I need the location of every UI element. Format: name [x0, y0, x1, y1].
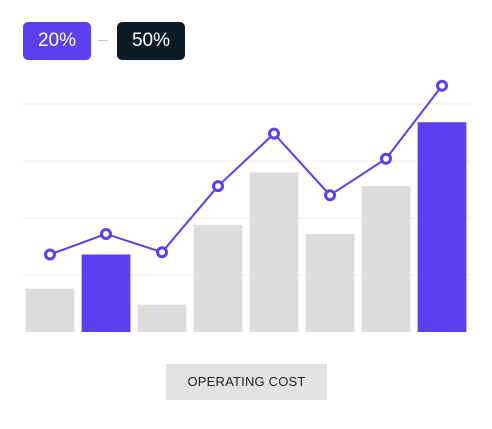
bar-1	[81, 254, 131, 332]
trend-line	[49, 85, 443, 256]
trend-point-2	[156, 246, 168, 259]
bars	[25, 122, 467, 333]
bar-7	[417, 122, 467, 333]
bar-3	[193, 224, 243, 332]
chart-caption[interactable]: OPERATING COST	[166, 364, 327, 400]
trend-point-7	[436, 79, 448, 92]
trend-point-3	[212, 180, 224, 193]
trend-points	[44, 79, 448, 261]
bar-6	[361, 186, 411, 332]
trend-point-0	[44, 248, 56, 261]
trend-point-5	[324, 189, 336, 202]
range-separator	[98, 40, 108, 41]
bar-0	[25, 288, 75, 332]
range-end-badge[interactable]: 50%	[117, 22, 185, 60]
trend-point-6	[380, 152, 392, 165]
trend-point-4	[268, 127, 280, 140]
bar-2	[137, 304, 187, 332]
bar-5	[305, 233, 355, 332]
trend-line-path	[49, 85, 443, 256]
range-start-badge[interactable]: 20%	[23, 22, 91, 60]
trend-point-1	[100, 227, 112, 240]
bar-4	[249, 172, 299, 332]
